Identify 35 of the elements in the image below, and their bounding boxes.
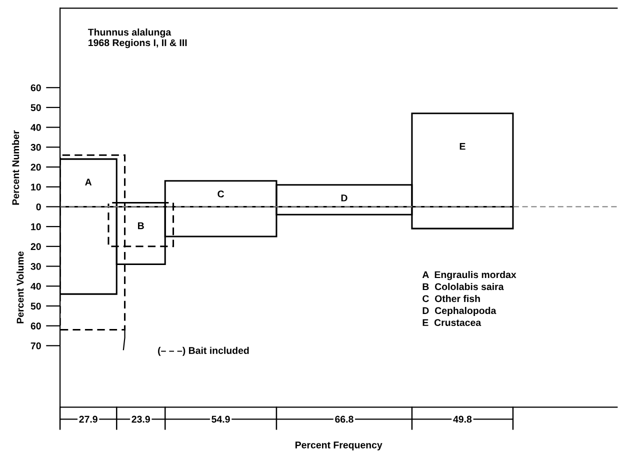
y-tick-label: 60	[30, 322, 41, 330]
annotation: E	[460, 142, 466, 150]
annotation: D Cephalopoda	[422, 306, 496, 316]
annotation: C	[218, 190, 224, 198]
y-tick-label: 10	[31, 223, 41, 230]
annotation: A	[85, 178, 92, 186]
text: 1968 Regions I, II & III	[88, 39, 187, 48]
y-axis-title: Percent Number	[12, 130, 20, 205]
x-tick-label: 66.8	[335, 416, 354, 423]
annotation: E Crustacea	[422, 319, 482, 326]
y-tick-label: 60	[30, 84, 41, 92]
x-axis-title: Percent Frequency	[295, 442, 382, 450]
x-tick-label: 49.8	[453, 416, 472, 423]
annotation: C Other fish	[422, 294, 480, 302]
y-tick-label: 50	[30, 302, 41, 310]
y-tick-label: 0	[36, 203, 41, 210]
annotation: D	[341, 194, 348, 202]
y-tick-label: 40	[30, 124, 41, 131]
annotation: B Cololabis saira	[422, 282, 504, 290]
y-tick-label: 40	[30, 282, 41, 290]
y-tick-label: 20	[30, 243, 41, 250]
annotation: (– – –) Bait included	[158, 346, 249, 356]
y-tick-label: 10	[31, 184, 41, 190]
annotation: B	[138, 222, 144, 230]
annotation: A Engraulis mordax	[422, 270, 516, 280]
y-tick-label: 30	[30, 263, 41, 270]
text: Percent Volume	[16, 251, 24, 324]
y-tick-label: 30	[30, 144, 41, 151]
x-tick-label: 54.9	[212, 416, 230, 423]
y-tick-label: 70	[30, 342, 41, 350]
y-tick-label: 50	[30, 104, 41, 112]
x-tick-label: 27.9	[79, 416, 98, 423]
x-tick-label: 23.9	[132, 416, 150, 423]
y-tick-label: 20	[30, 164, 41, 171]
text: Thunnus alalunga	[88, 28, 172, 38]
